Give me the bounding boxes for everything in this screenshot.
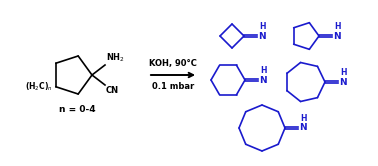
Text: n = 0-4: n = 0-4 xyxy=(59,105,95,114)
Text: 0.1 mbar: 0.1 mbar xyxy=(152,82,194,91)
Text: N: N xyxy=(333,32,341,41)
Text: KOH, 90°C: KOH, 90°C xyxy=(149,59,197,68)
Text: H: H xyxy=(300,114,307,123)
Text: N: N xyxy=(258,32,266,41)
Text: N: N xyxy=(259,76,266,84)
Text: H: H xyxy=(340,68,347,77)
Text: H: H xyxy=(334,22,341,31)
Text: NH$_2$: NH$_2$ xyxy=(106,51,125,64)
Text: H: H xyxy=(259,22,266,31)
Text: (H$_2$C)$_n$: (H$_2$C)$_n$ xyxy=(25,81,53,93)
Text: N: N xyxy=(299,124,307,132)
Text: CN: CN xyxy=(106,86,119,95)
Text: H: H xyxy=(260,66,267,75)
Text: N: N xyxy=(339,78,347,86)
